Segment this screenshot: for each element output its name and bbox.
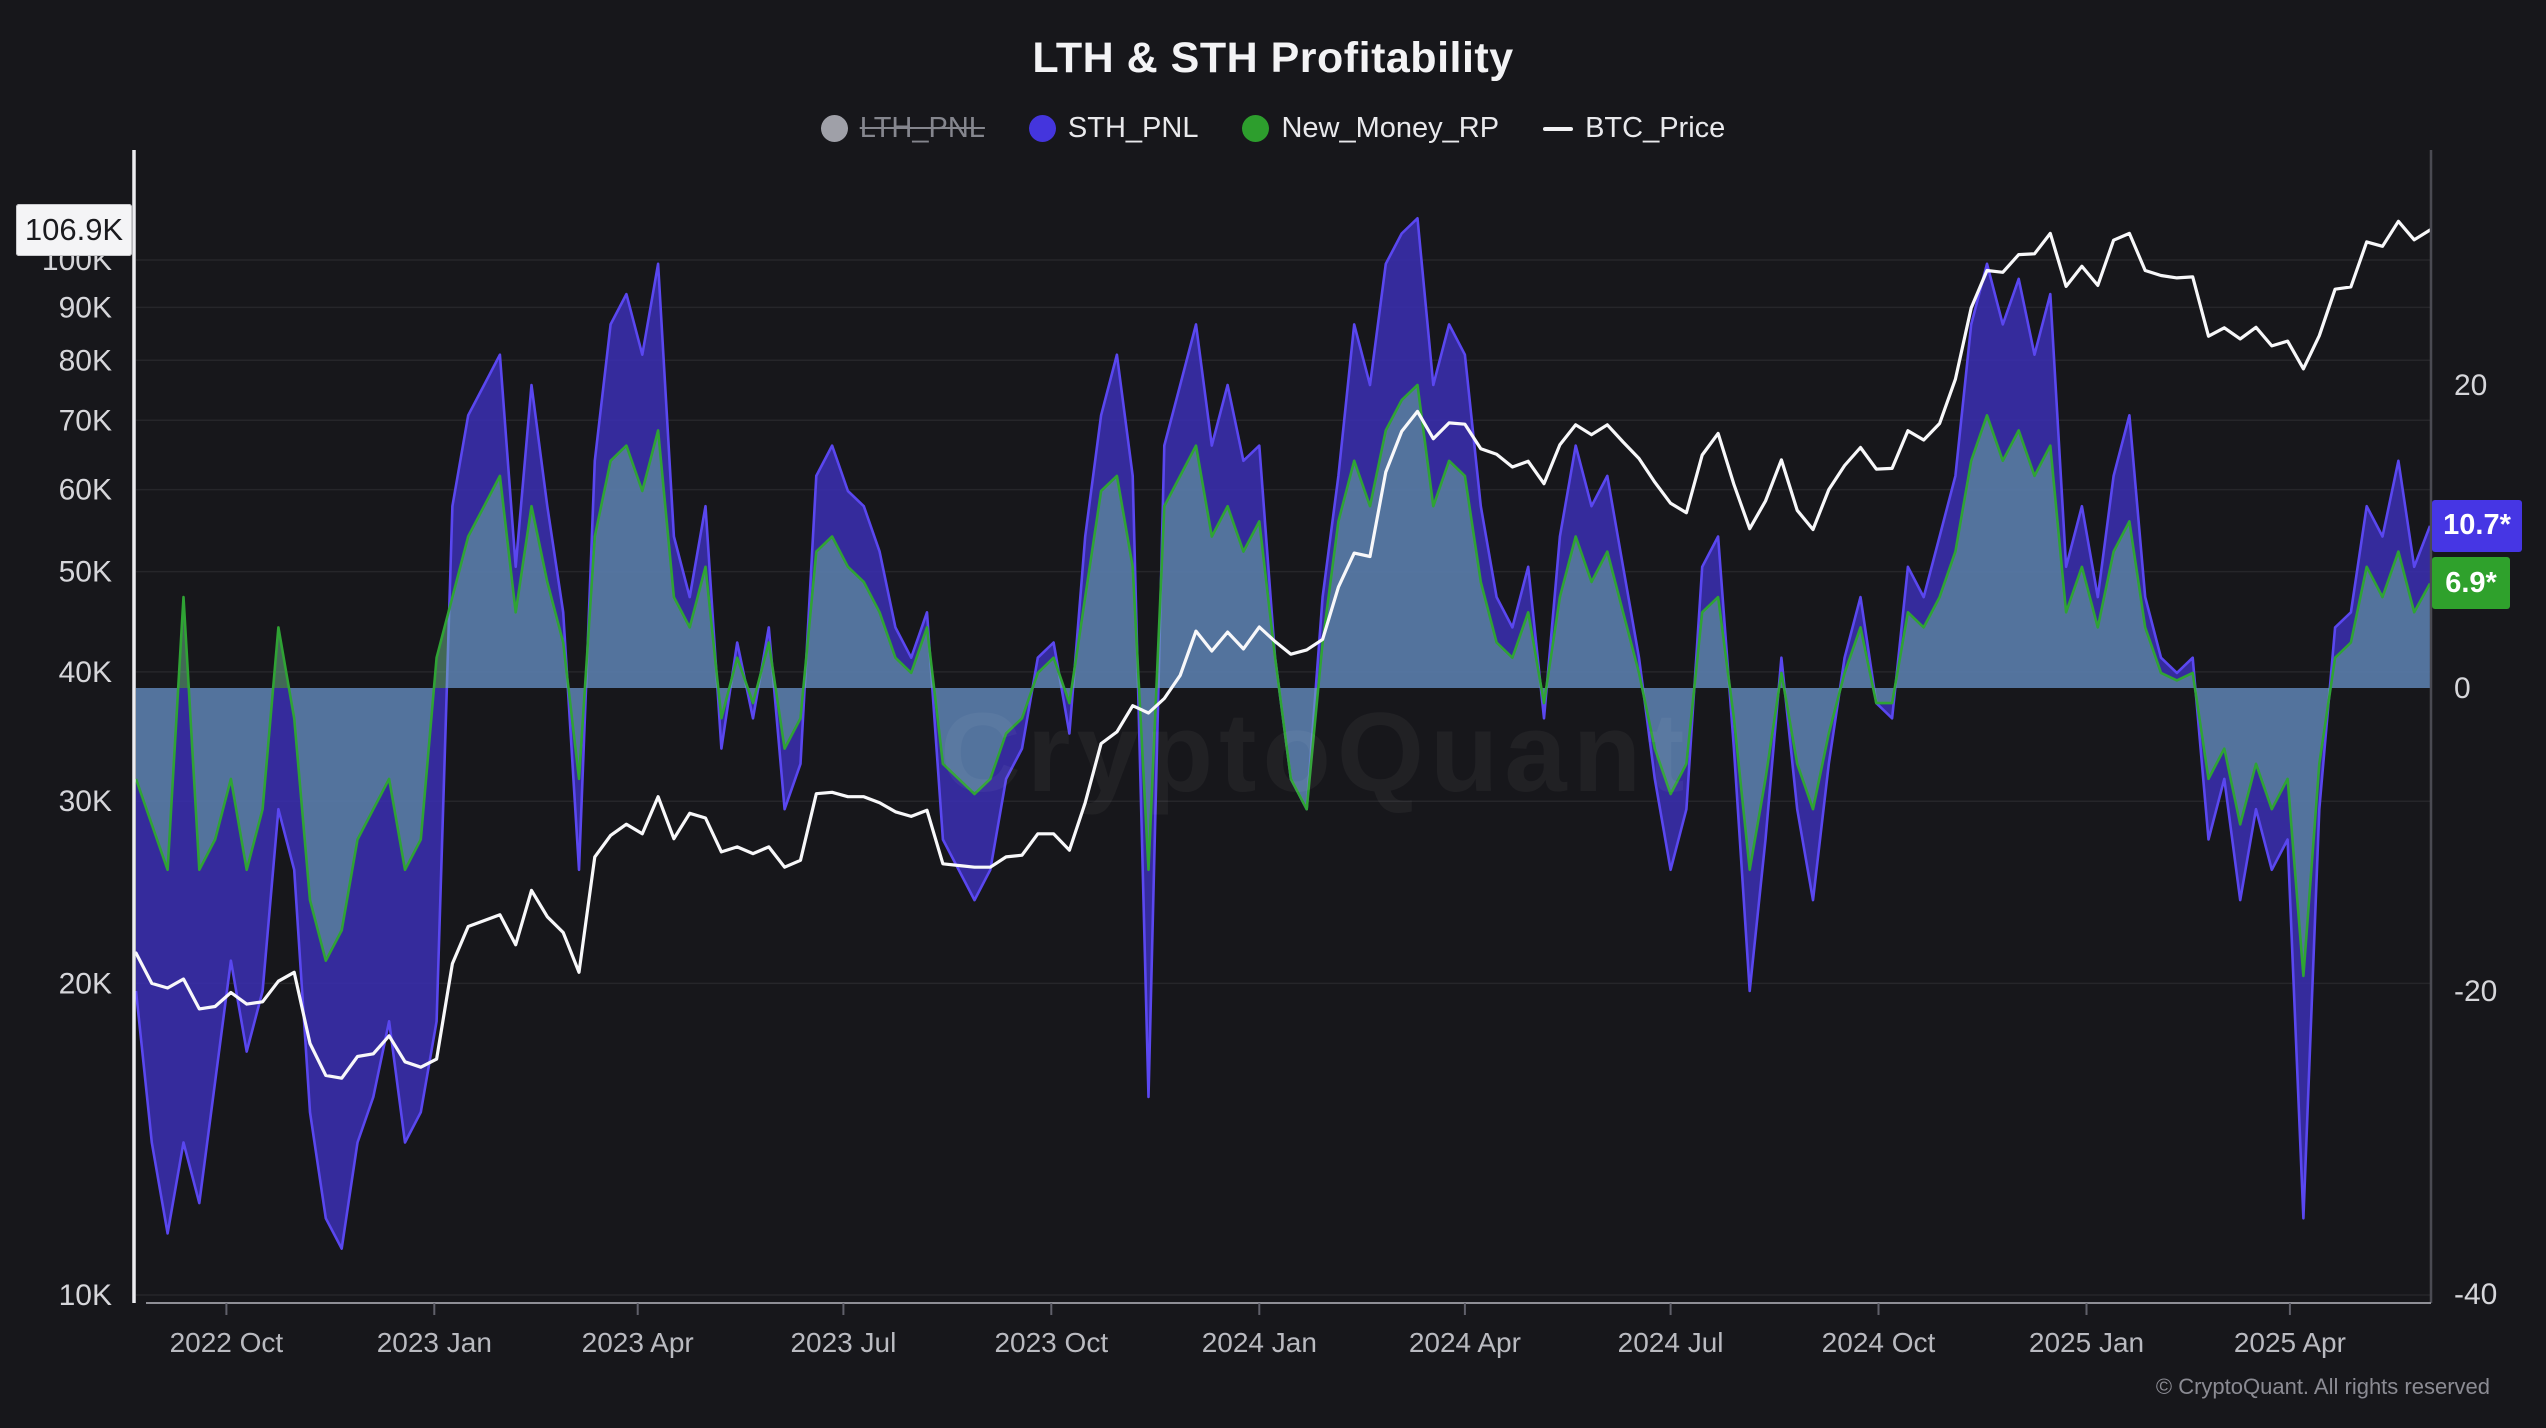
- right-axis-tick-label: -40: [2454, 1278, 2497, 1311]
- legend-item-new_money_rp[interactable]: New_Money_RP: [1242, 112, 1499, 145]
- legend-item-sth_pnl[interactable]: STH_PNL: [1028, 112, 1199, 145]
- left-axis-tick-label: 30K: [59, 785, 112, 818]
- x-axis-tick-label: 2024 Oct: [1822, 1327, 1936, 1358]
- copyright-notice: © CryptoQuant. All rights reserved: [2155, 1374, 2490, 1399]
- x-axis-tick-label: 2025 Jan: [2029, 1327, 2144, 1358]
- legend-item-label: LTH_PNL: [859, 112, 985, 144]
- right-axis-tick-label: 0: [2454, 672, 2471, 705]
- cryptoquant-watermark: CryptoQuant: [940, 688, 1740, 817]
- legend-item-label: STH_PNL: [1067, 112, 1199, 144]
- legend-dot-icon: [1242, 115, 1270, 142]
- chart-legend: LTH_PNL STH_PNL New_Money_RP BTC_Price: [0, 112, 2546, 145]
- x-axis-tick-label: 2023 Jul: [790, 1327, 896, 1358]
- legend-item-label: BTC_Price: [1585, 112, 1726, 144]
- x-axis-tick-label: 2023 Oct: [994, 1327, 1108, 1358]
- x-axis-tick-label: 2024 Jan: [1202, 1327, 1317, 1358]
- legend-dot-icon: [820, 115, 848, 142]
- left-axis-tick-label: 10K: [59, 1279, 112, 1312]
- left-axis-tick-label: 90K: [59, 291, 112, 324]
- legend-item-lth_pnl[interactable]: LTH_PNL: [820, 112, 985, 145]
- x-axis-tick-label: 2023 Jan: [377, 1327, 492, 1358]
- legend-line-icon: [1543, 126, 1574, 131]
- legend-item-label: New_Money_RP: [1281, 112, 1500, 144]
- left-axis-tick-label: 50K: [59, 556, 112, 589]
- series-new-money-rp: [134, 383, 2432, 978]
- left-axis-tick-label: 20K: [59, 967, 112, 1000]
- x-axis-tick-label: 2022 Oct: [170, 1327, 284, 1358]
- right-axis-tick-label: 20: [2454, 369, 2487, 402]
- x-axis-tick-label: 2024 Jul: [1618, 1327, 1724, 1358]
- x-axis-labels: 2022 Oct 2023 Jan 2023 Apr 2023 Jul 2023 Oct…: [170, 1303, 2346, 1358]
- right-axis-labels: 20 0 -20 -40: [2454, 369, 2497, 1311]
- left-axis-tick-label: 60K: [59, 474, 112, 507]
- axes: [132, 150, 2433, 1304]
- left-axis-tick-label: 70K: [59, 404, 112, 437]
- x-axis-tick-label: 2023 Apr: [582, 1327, 694, 1358]
- new-money-rp-value-badge: 6.9*: [2432, 557, 2510, 610]
- btc-price-badge: 106.9K: [16, 204, 132, 256]
- left-axis-tick-label: 40K: [59, 656, 112, 689]
- series-btc-price: [134, 219, 2432, 1080]
- left-axis-tick-label: 80K: [59, 344, 112, 377]
- legend-item-btc_price[interactable]: BTC_Price: [1543, 112, 1725, 145]
- sth-pnl-value-badge: 10.7*: [2432, 499, 2522, 552]
- x-axis-tick-label: 2024 Apr: [1409, 1327, 1521, 1358]
- right-axis-tick-label: -20: [2454, 975, 2497, 1008]
- chart-title: LTH & STH Profitability: [1032, 34, 1514, 82]
- legend-dot-icon: [1028, 115, 1056, 142]
- x-axis-tick-label: 2025 Apr: [2234, 1327, 2346, 1358]
